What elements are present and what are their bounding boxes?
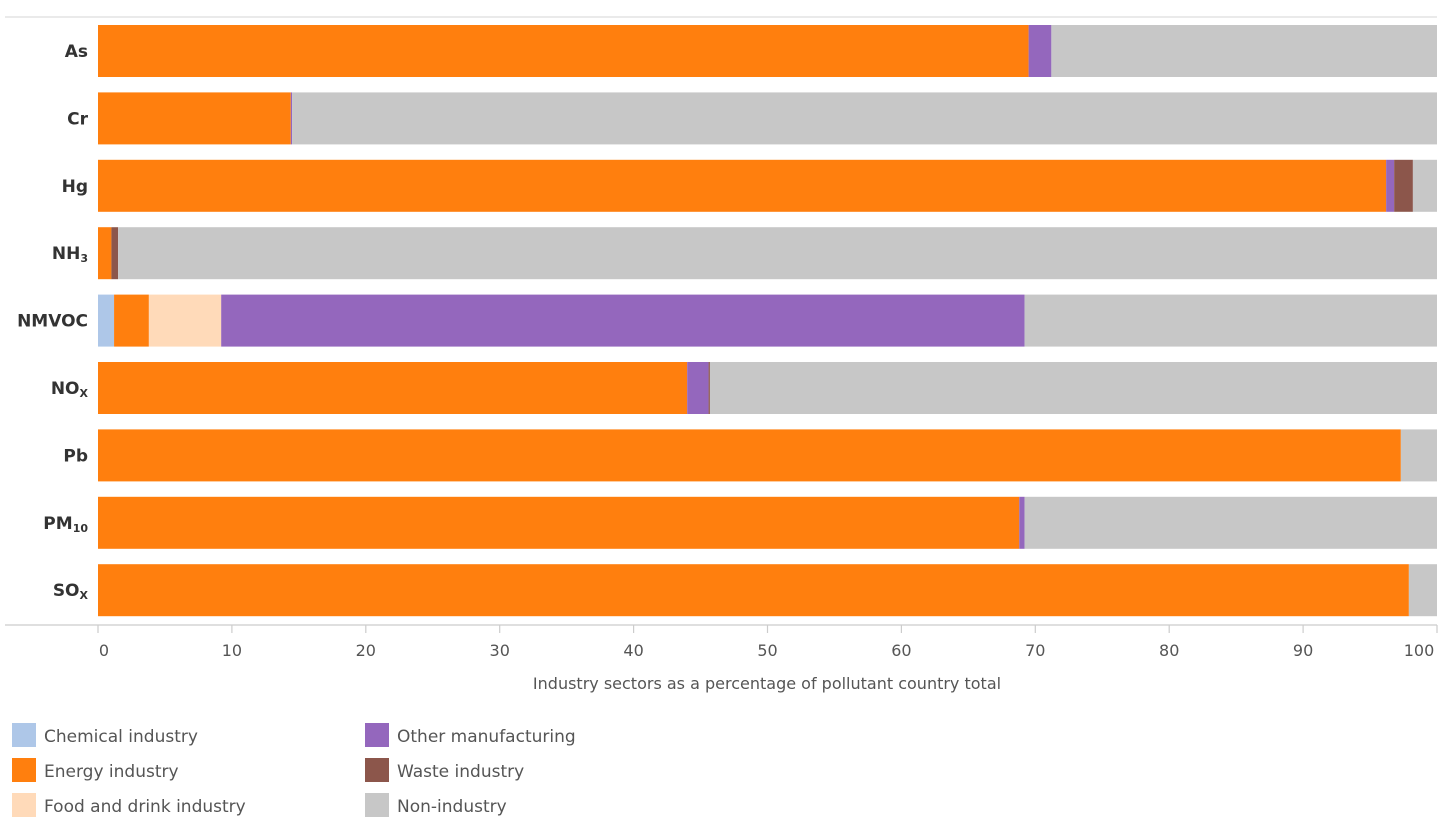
bar-segment xyxy=(221,294,1025,347)
bar-segment xyxy=(98,362,688,414)
bar-segment xyxy=(98,429,1401,482)
category-label: PM10 xyxy=(43,514,88,535)
x-axis: 0 10 20 30 40 50 60 70 80 90 100 xyxy=(5,16,1438,660)
legend-item: Waste industry xyxy=(365,758,524,782)
bar-segment xyxy=(98,564,1409,617)
bar-segment xyxy=(290,92,293,145)
x-tick-label: 70 xyxy=(1025,641,1045,660)
bar-segment xyxy=(1051,25,1437,77)
bar-segment xyxy=(98,294,115,347)
bar-segment xyxy=(1394,159,1413,212)
bar-segment xyxy=(1386,159,1395,212)
legend-swatch xyxy=(12,758,36,782)
bar-segment xyxy=(1408,564,1437,617)
bar-segment xyxy=(1412,159,1437,212)
bar-segment xyxy=(111,227,119,280)
category-label: Hg xyxy=(62,177,88,197)
category-label: As xyxy=(65,42,88,62)
bar-segment xyxy=(98,496,1020,549)
bar-segment xyxy=(148,294,222,347)
x-tick-label: 100 xyxy=(1404,641,1435,660)
legend-item: Chemical industry xyxy=(12,723,198,747)
x-tick-label: 40 xyxy=(623,641,643,660)
bars-group xyxy=(98,25,1438,617)
legend-swatch xyxy=(12,793,36,817)
x-tick-label: 60 xyxy=(891,641,911,660)
legend-label: Food and drink industry xyxy=(44,797,246,817)
x-axis-title: Industry sectors as a percentage of poll… xyxy=(533,674,1001,693)
bar-segment xyxy=(709,362,1437,414)
legend-swatch xyxy=(365,793,389,817)
legend-label: Chemical industry xyxy=(44,727,198,747)
legend-label: Waste industry xyxy=(397,762,524,782)
bar-segment xyxy=(1024,496,1437,549)
category-label: SOX xyxy=(53,581,89,602)
x-tick-label: 10 xyxy=(222,641,242,660)
category-label: NH3 xyxy=(52,244,88,265)
legend-label: Other manufacturing xyxy=(397,727,576,747)
legend-item: Food and drink industry xyxy=(12,793,246,817)
x-tick-label: 30 xyxy=(490,641,510,660)
legend-label: Non-industry xyxy=(397,797,507,817)
bar-segment xyxy=(98,227,112,280)
legend-swatch xyxy=(365,758,389,782)
category-labels: As Cr Hg NH3 NMVOC NOX Pb PM10 SOX xyxy=(17,42,89,602)
category-label: Pb xyxy=(63,446,88,466)
bar-segment xyxy=(292,92,1437,145)
legend-swatch xyxy=(12,723,36,747)
legend-label: Energy industry xyxy=(44,762,179,782)
bar-segment xyxy=(98,159,1387,212)
bar-segment xyxy=(114,294,149,347)
x-tick-label: 90 xyxy=(1293,641,1313,660)
x-tick-label: 20 xyxy=(356,641,376,660)
bar-segment xyxy=(1019,496,1025,549)
legend-item: Other manufacturing xyxy=(365,723,576,747)
x-tick-label: 50 xyxy=(757,641,777,660)
legend-swatch xyxy=(365,723,389,747)
bar-segment xyxy=(98,92,291,145)
x-tick-label: 0 xyxy=(99,641,109,660)
legend-item: Energy industry xyxy=(12,758,179,782)
legend: Chemical industry Energy industry Food and… xyxy=(12,723,576,817)
bar-segment xyxy=(708,362,710,414)
category-label: Cr xyxy=(67,109,88,129)
bar-segment xyxy=(687,362,709,414)
bar-segment xyxy=(1028,25,1052,77)
x-tick-label: 80 xyxy=(1159,641,1179,660)
legend-item: Non-industry xyxy=(365,793,507,817)
bar-segment xyxy=(118,227,1438,280)
category-label: NOX xyxy=(51,379,89,400)
bar-segment xyxy=(1024,294,1437,347)
bar-segment xyxy=(1400,429,1437,482)
category-label: NMVOC xyxy=(17,312,88,332)
bar-segment xyxy=(98,25,1029,77)
